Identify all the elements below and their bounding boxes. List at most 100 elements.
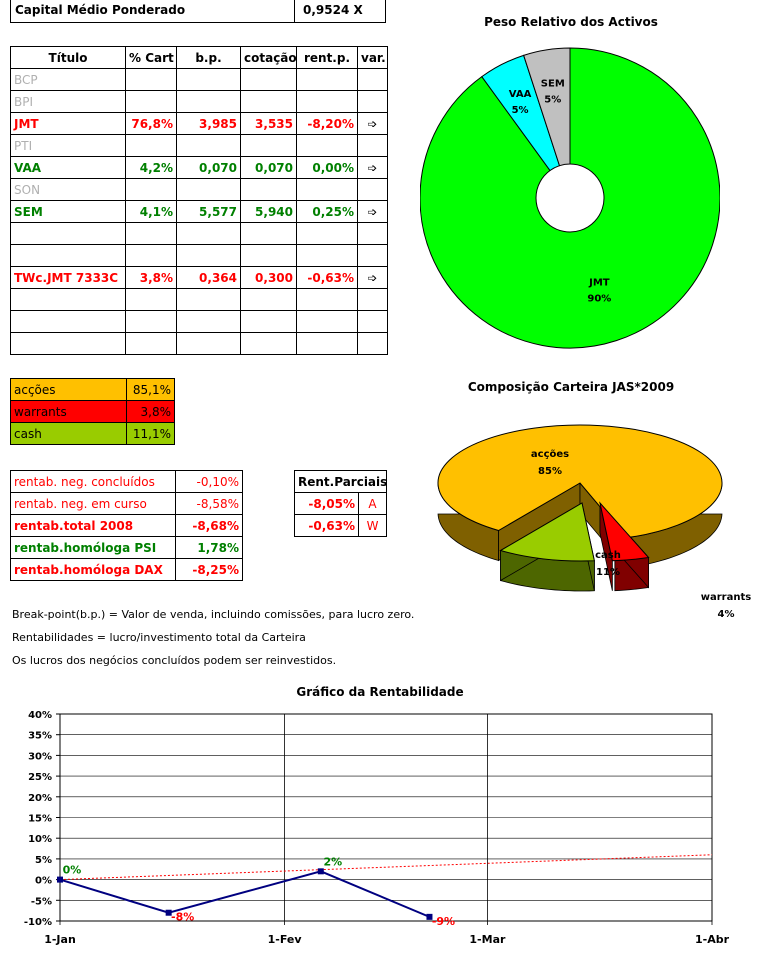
header-titulo: Título — [10, 46, 126, 69]
cell-bp — [176, 178, 241, 201]
cell-cot: 0,070 — [240, 156, 297, 179]
composition-value: 11,1% — [126, 422, 175, 445]
cell-rent — [296, 288, 358, 311]
cell-cart — [125, 288, 177, 311]
cell-rent — [296, 134, 358, 157]
var-arrow-icon — [357, 222, 388, 245]
cell-cart — [125, 222, 177, 245]
rentab-row: rentab.total 2008 -8,68% — [10, 514, 243, 537]
rent-point-label: 2% — [323, 855, 342, 868]
composition-row: cash 11,1% — [10, 422, 175, 445]
rentab-row: rentab.homóloga PSI 1,78% — [10, 536, 243, 559]
pie3d-slice-cash — [499, 502, 595, 562]
y-tick-label: 10% — [28, 834, 52, 845]
parciais-row: -8,05% A — [294, 492, 388, 515]
cell-rent — [296, 222, 358, 245]
cell-titulo — [10, 222, 126, 245]
var-arrow-icon — [357, 134, 388, 157]
donut-slice-jmt — [420, 47, 720, 349]
cell-rent: -8,20% — [296, 112, 358, 135]
composition-row: acções 85,1% — [10, 378, 175, 401]
cell-bp — [176, 68, 241, 91]
y-tick-label: 25% — [28, 772, 52, 783]
trend-line — [59, 854, 713, 881]
var-arrow-icon — [357, 244, 388, 267]
y-tick-label: 15% — [28, 814, 52, 825]
cell-bp — [176, 310, 241, 333]
pie3d-value: 4% — [718, 609, 735, 620]
table-row — [10, 310, 388, 333]
cell-titulo: BPI — [10, 90, 126, 113]
rentab-row: rentab. neg. em curso -8,58% — [10, 492, 243, 515]
cell-titulo — [10, 332, 126, 355]
cell-cot — [240, 244, 297, 267]
rentab-row: rentab. neg. concluídos -0,10% — [10, 470, 243, 493]
portfolio-header-row: Título% Cart b.p. cotação rent.p. var. — [10, 46, 388, 69]
rentab-value: -8,68% — [175, 514, 243, 537]
rentab-value: -8,58% — [175, 492, 243, 515]
x-tick-label: 1-Mar — [469, 933, 506, 946]
composition-label: acções — [10, 378, 127, 401]
cell-cot — [240, 288, 297, 311]
var-arrow-icon — [357, 90, 388, 113]
y-tick-label: 5% — [35, 855, 52, 866]
cell-cart — [125, 310, 177, 333]
note-breakpoint: Break-point(b.p.) = Valor de venda, incl… — [12, 608, 415, 621]
rent-point-label: -8% — [171, 911, 194, 924]
rentab-row: rentab.homóloga DAX -8,25% — [10, 558, 243, 581]
composition-label: cash — [10, 422, 127, 445]
portfolio-table: Título% Cart b.p. cotação rent.p. var. BCP BP… — [10, 46, 388, 355]
cell-cot — [240, 90, 297, 113]
header-bp: b.p. — [176, 46, 241, 69]
donut-title: Peso Relativo dos Activos — [484, 15, 658, 29]
table-row: PTI — [10, 134, 388, 157]
cell-cart — [125, 68, 177, 91]
donut-label: VAA — [509, 89, 532, 100]
rentab-value: 1,78% — [175, 536, 243, 559]
var-arrow-icon: ➩ — [357, 266, 388, 289]
table-row: JMT 76,8% 3,985 3,535 -8,20% ➩ — [10, 112, 388, 135]
cell-cot — [240, 68, 297, 91]
parciais-header: Rent.Parciais — [293, 470, 388, 493]
rentab-value: -0,10% — [175, 470, 243, 493]
var-arrow-icon — [357, 68, 388, 91]
rentab-label: rentab.homóloga DAX — [10, 558, 176, 581]
donut-label: JMT — [588, 277, 610, 288]
parciais-code: A — [357, 492, 388, 515]
line-chart: 40% 35% 30% 25% 20% 15% 10% 5% 0% -5% -10% 1-Jan 1-F… — [24, 710, 730, 946]
parciais-row: -0,63% W — [294, 514, 388, 537]
pie3d-chart: acções 85% cash 11% warrants 4% — [437, 424, 751, 620]
line-title: Gráfico da Rentabilidade — [296, 685, 464, 699]
header-rent: rent.p. — [296, 46, 358, 69]
var-arrow-icon: ➩ — [357, 112, 388, 135]
table-row — [10, 222, 388, 245]
cell-bp — [176, 222, 241, 245]
parciais-value: -0,63% — [294, 514, 359, 537]
cell-cart — [125, 178, 177, 201]
var-arrow-icon — [357, 178, 388, 201]
rent-point — [426, 913, 433, 920]
cell-bp: 5,577 — [176, 200, 241, 223]
y-tick-label: -5% — [31, 896, 52, 907]
y-tick-label: 40% — [28, 710, 52, 721]
pie3d-value: 85% — [538, 466, 562, 477]
rentab-label: rentab.total 2008 — [10, 514, 176, 537]
cell-cart — [125, 332, 177, 355]
cell-titulo: JMT — [10, 112, 126, 135]
cell-rent — [296, 310, 358, 333]
y-tick-label: 0% — [35, 876, 52, 887]
rent-point-label: 0% — [63, 864, 82, 877]
donut-label: SEM — [541, 78, 565, 89]
cell-bp — [176, 90, 241, 113]
table-row: TWc.JMT 7333C 3,8% 0,364 0,300 -0,63% ➩ — [10, 266, 388, 289]
cell-rent — [296, 90, 358, 113]
cell-cart — [125, 134, 177, 157]
rent-point — [57, 876, 63, 883]
rentab-value: -8,25% — [175, 558, 243, 581]
cell-titulo — [10, 244, 126, 267]
cell-titulo: SON — [10, 178, 126, 201]
cell-cart: 4,2% — [125, 156, 177, 179]
rentab-label: rentab.homóloga PSI — [10, 536, 176, 559]
header-cot: cotação — [240, 46, 297, 69]
donut-chart: JMT 90% VAA 5% SEM 5% — [420, 47, 720, 349]
